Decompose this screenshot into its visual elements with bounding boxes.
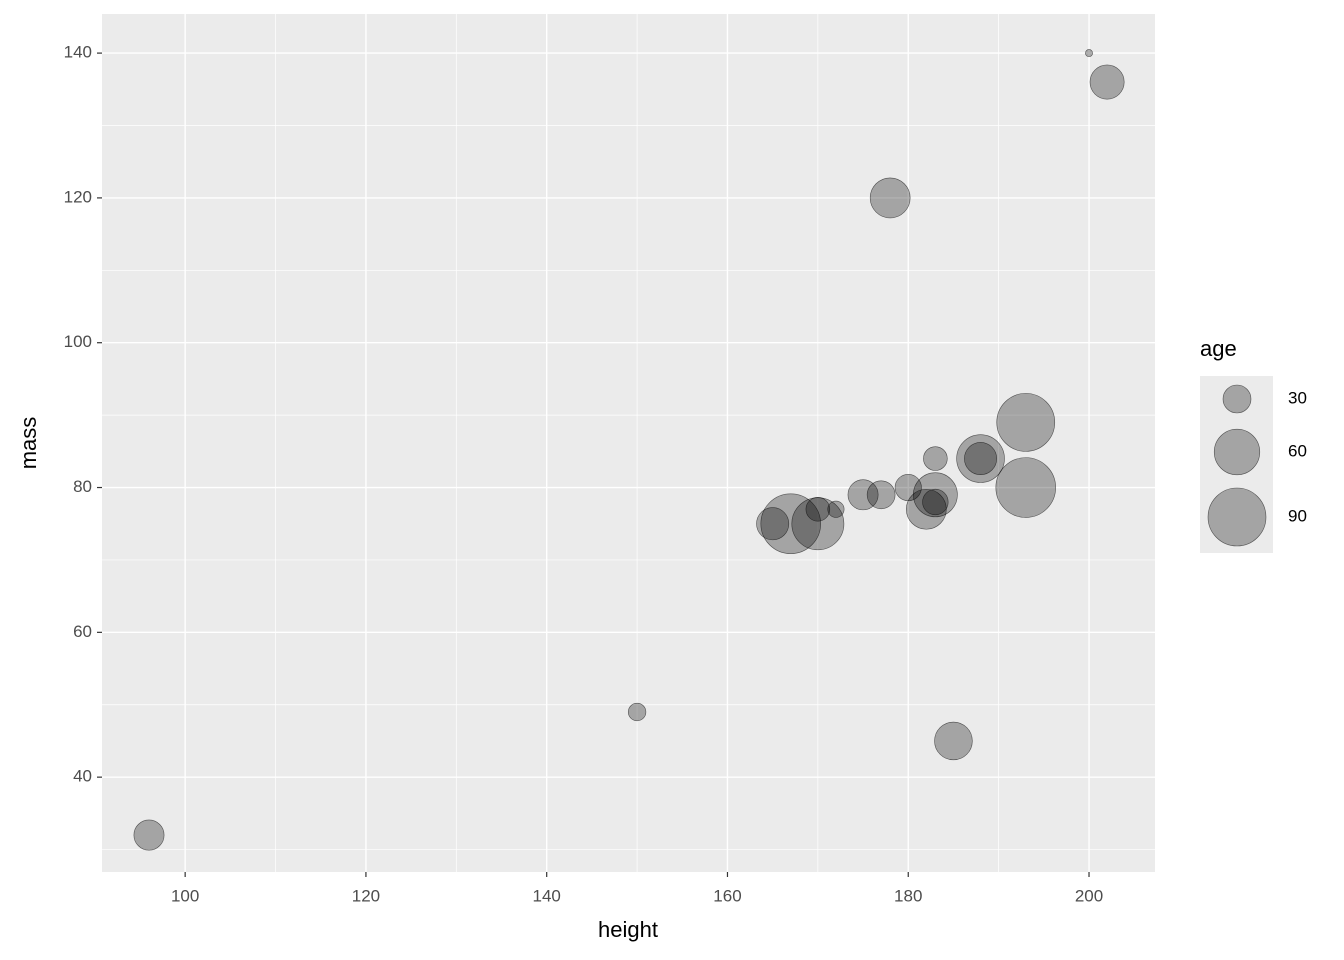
legend-key <box>1207 487 1267 547</box>
x-tick-label: 180 <box>894 886 922 905</box>
y-tick-label: 80 <box>73 477 92 496</box>
point <box>791 497 845 551</box>
point <box>627 702 647 722</box>
legend-key <box>1222 384 1252 414</box>
point <box>827 500 845 518</box>
y-axis-title: mass <box>16 417 41 470</box>
y-tick-label: 40 <box>73 767 92 786</box>
point <box>869 177 911 219</box>
point <box>756 507 790 541</box>
y-tick-label: 60 <box>73 622 92 641</box>
point <box>995 457 1056 518</box>
legend-label: 60 <box>1288 441 1307 460</box>
point <box>847 479 879 511</box>
panel <box>102 14 1155 872</box>
point <box>913 472 958 518</box>
x-axis-title: height <box>598 917 658 942</box>
legend-label: 30 <box>1288 388 1307 407</box>
legend-label: 90 <box>1288 506 1307 525</box>
point <box>956 434 1005 483</box>
legend-key-background <box>1200 376 1273 553</box>
point <box>923 446 948 471</box>
point <box>922 488 949 516</box>
x-tick-label: 120 <box>352 886 380 905</box>
x-tick-label: 100 <box>171 886 199 905</box>
point <box>805 497 831 522</box>
point <box>1085 49 1093 58</box>
y-tick-label: 120 <box>64 187 92 206</box>
point <box>133 819 165 851</box>
y-tick-label: 140 <box>64 43 92 62</box>
point <box>934 721 973 761</box>
x-tick-label: 200 <box>1075 886 1103 905</box>
point <box>1089 64 1125 100</box>
point <box>866 480 896 510</box>
point <box>906 488 947 530</box>
x-tick-label: 140 <box>533 886 561 905</box>
legend-title: age <box>1200 336 1237 361</box>
y-tick-label: 100 <box>64 332 92 351</box>
point <box>996 393 1056 452</box>
legend-key <box>1213 428 1261 476</box>
x-tick-label: 160 <box>713 886 741 905</box>
point <box>964 442 997 476</box>
